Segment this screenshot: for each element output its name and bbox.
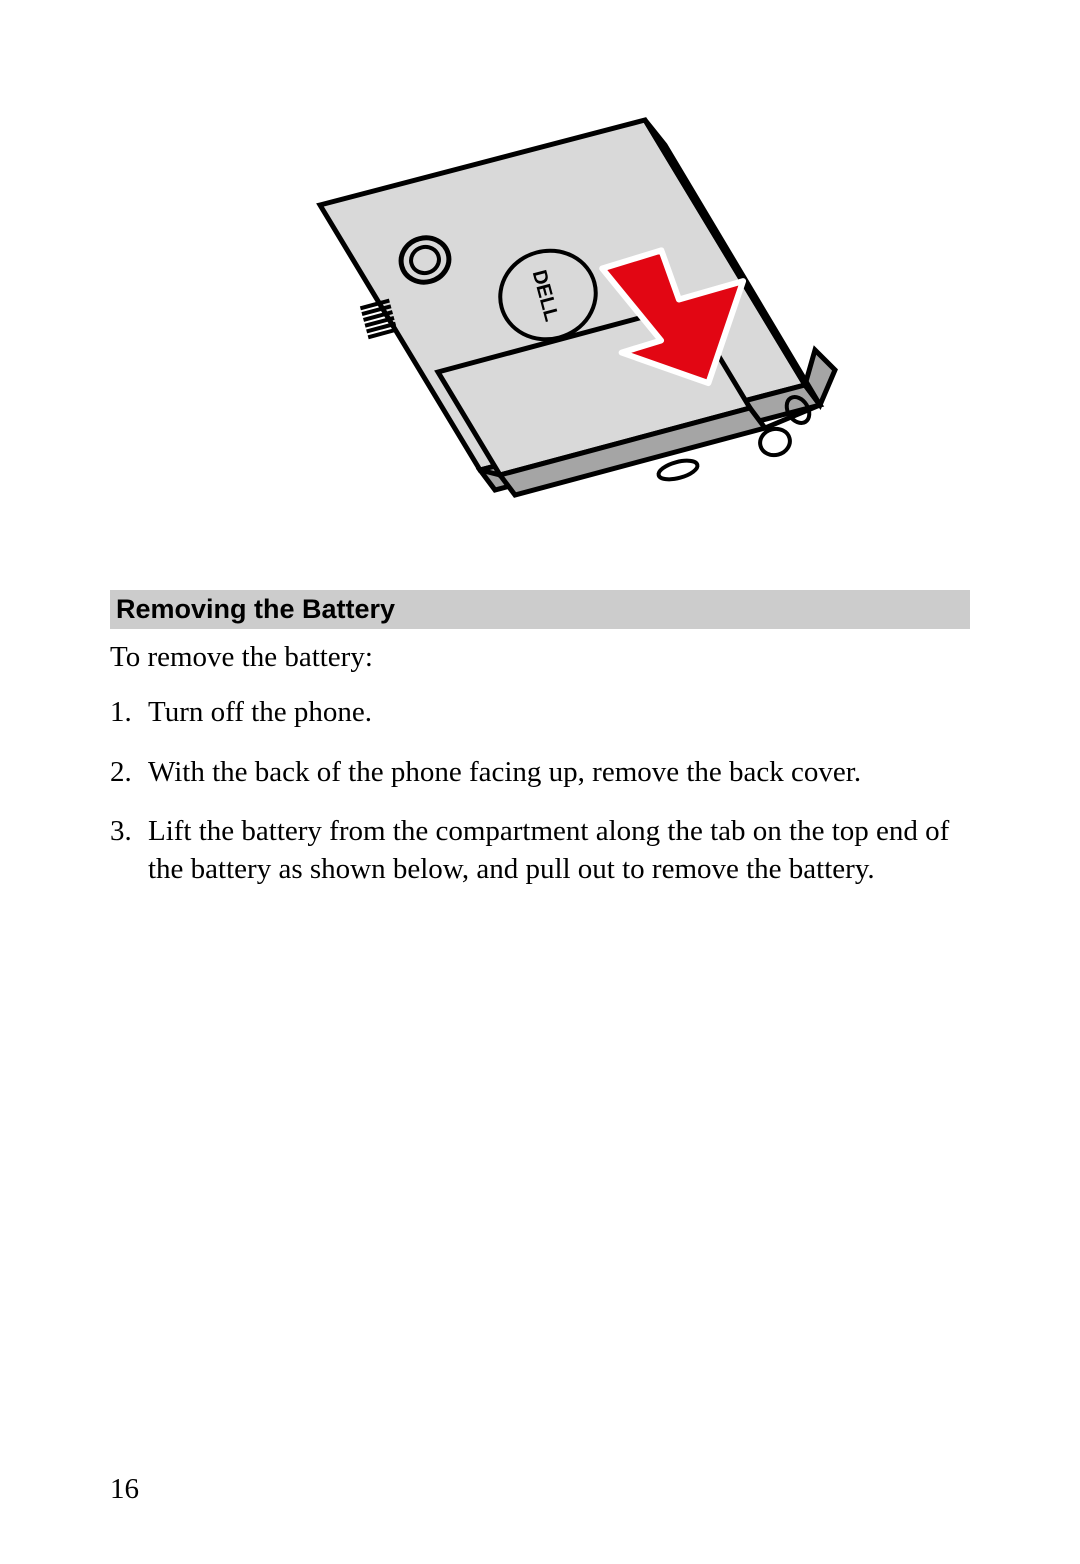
steps-list: Turn off the phone. With the back of the… bbox=[110, 694, 970, 889]
step-item: With the back of the phone facing up, re… bbox=[110, 754, 970, 792]
step-item: Lift the battery from the compartment al… bbox=[110, 813, 970, 888]
phone-illustration: DELL bbox=[220, 90, 860, 560]
phone-body: DELL bbox=[320, 120, 835, 495]
intro-text: To remove the battery: bbox=[110, 641, 970, 674]
section-heading: Removing the Battery bbox=[110, 590, 970, 629]
phone-diagram-svg: DELL bbox=[220, 90, 860, 560]
page-number: 16 bbox=[110, 1473, 139, 1506]
step-item: Turn off the phone. bbox=[110, 694, 970, 732]
